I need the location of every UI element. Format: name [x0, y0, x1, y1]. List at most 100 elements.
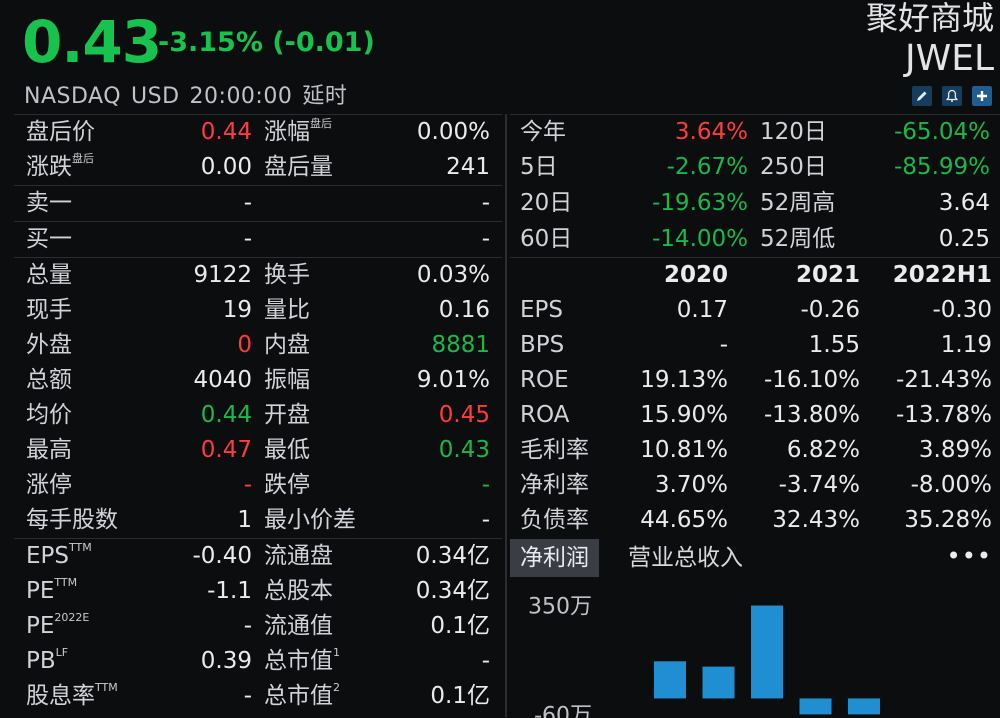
label-volume-ratio: 量比	[264, 297, 310, 323]
row-avg-price: 均价 0.44 开盘 0.45	[14, 398, 502, 433]
add-icon[interactable]	[972, 86, 992, 106]
panel-divider	[505, 114, 507, 717]
row-after-hours-price: 盘后价 0.44 涨幅盘后 0.00%	[14, 115, 502, 150]
value-turnover: 0.03%	[416, 262, 490, 288]
fin-label: 毛利率	[520, 437, 589, 463]
fin-row-debt-ratio: 负债率 44.65% 32.43% 35.28%	[510, 503, 1000, 538]
value-lot-size: 1	[237, 507, 252, 533]
fin-value: 44.65%	[640, 507, 728, 533]
chart-bar	[751, 605, 783, 699]
value-volume: 9122	[193, 262, 252, 288]
label-high: 最高	[26, 437, 72, 463]
label-after-hours-change-pct: 涨幅盘后	[264, 117, 332, 145]
label-limit-down: 跌停	[264, 472, 310, 498]
fin-value: 35.28%	[904, 507, 992, 533]
fin-value: 3.70%	[654, 472, 728, 498]
perf-row-60d: 60日 -14.00% 52周低 0.25	[510, 222, 1000, 258]
value-after-hours-change: 0.00	[200, 154, 252, 180]
fin-header-row: 2020 2021 2022H1	[510, 258, 1000, 293]
label-after-hours-change: 涨跌盘后	[26, 152, 94, 180]
value-volume-ratio: 0.16	[438, 297, 490, 323]
edit-icon[interactable]	[912, 86, 932, 106]
chart-bar	[702, 666, 735, 699]
fin-value: -0.26	[800, 297, 860, 323]
label-ytd: 今年	[520, 119, 566, 145]
chart-bar	[654, 661, 686, 699]
row-amount: 总额 4040 振幅 9.01%	[14, 363, 502, 398]
value-inner-volume: 8881	[431, 332, 490, 358]
label-pe-ttm: PETTM	[26, 576, 78, 604]
fin-value: -0.30	[932, 297, 992, 323]
row-volume: 总量 9122 换手 0.03%	[14, 258, 502, 293]
label-60d: 60日	[520, 226, 573, 252]
value-last-size: 19	[222, 297, 252, 323]
value-after-hours-price: 0.44	[200, 119, 252, 145]
currency-label: USD	[131, 84, 180, 109]
fin-row-roe: ROE 19.13% -16.10% -21.43%	[510, 363, 1000, 398]
row-pe-2022e: PE2022E - 流通值 0.1亿	[14, 609, 502, 644]
fin-value: 6.82%	[786, 437, 860, 463]
label-market-cap-1: 总市值1	[264, 646, 340, 674]
row-last-size: 现手 19 量比 0.16	[14, 293, 502, 328]
label-ask-1: 卖一	[26, 190, 72, 216]
quote-detail-panel: 盘后价 0.44 涨幅盘后 0.00% 涨跌盘后 0.00 盘后量 241 卖一…	[14, 114, 502, 718]
label-pb-lf: PBLF	[26, 646, 69, 674]
row-dividend-yield: 股息率TTM - 总市值2 0.1亿	[14, 679, 502, 714]
chart-bar	[799, 698, 832, 715]
performance-financials-panel: 今年 3.64% 120日 -65.04% 5日 -2.67% 250日 -85…	[510, 114, 1000, 718]
fin-value: -13.78%	[896, 402, 992, 428]
tab-total-revenue[interactable]: 营业总收入	[628, 545, 743, 571]
chart-bar	[848, 698, 880, 715]
quote-time: 20:00:00	[189, 84, 293, 109]
row-eps-ttm: EPSTTM -0.40 流通盘 0.34亿	[14, 539, 502, 574]
value-ytd: 3.64%	[674, 119, 748, 145]
label-20d: 20日	[520, 190, 573, 216]
exchange-label: NASDAQ	[24, 84, 122, 109]
fin-value: 15.90%	[640, 402, 728, 428]
fin-label: 净利率	[520, 472, 589, 498]
value-outer-volume: 0	[237, 332, 252, 358]
value-low: 0.43	[438, 437, 490, 463]
label-float-cap: 流通值	[264, 613, 333, 639]
fin-value: 19.13%	[640, 367, 728, 393]
value-market-cap-1: -	[481, 648, 490, 674]
fin-row-roa: ROA 15.90% -13.80% -13.78%	[510, 398, 1000, 433]
label-float-shares: 流通盘	[264, 543, 333, 569]
fin-label: ROE	[520, 367, 569, 393]
value-ask-1-price: -	[243, 190, 252, 216]
value-amplitude: 9.01%	[416, 367, 490, 393]
alert-bell-icon[interactable]	[942, 86, 962, 106]
fin-header-2022h1: 2022H1	[892, 262, 992, 288]
net-profit-chart: 350万 -60万	[528, 595, 880, 718]
fin-value: -13.80%	[764, 402, 860, 428]
value-amount: 4040	[193, 367, 252, 393]
value-market-cap-2: 0.1亿	[430, 683, 490, 709]
row-bid-1: 买一 - -	[14, 222, 502, 258]
fin-value: -8.00%	[910, 472, 992, 498]
label-pe-2022e: PE2022E	[26, 611, 90, 639]
fin-row-gross-margin: 毛利率 10.81% 6.82% 3.89%	[510, 433, 1000, 468]
fin-row-eps: EPS 0.17 -0.26 -0.30	[510, 293, 1000, 328]
value-eps-ttm: -0.40	[192, 543, 252, 569]
value-20d: -19.63%	[652, 190, 748, 216]
value-250d: -85.99%	[894, 154, 990, 180]
row-pb-lf: PBLF 0.39 总市值1 -	[14, 644, 502, 679]
chart-tabs: 净利润 营业总收入 •••	[510, 539, 1000, 577]
y-tick-label: 350万	[528, 595, 592, 620]
label-dividend-yield-ttm: 股息率TTM	[26, 681, 118, 709]
label-tick-size: 最小价差	[264, 507, 356, 533]
value-52w-low: 0.25	[938, 226, 990, 252]
fin-value: 1.19	[940, 332, 992, 358]
label-5d: 5日	[520, 154, 558, 180]
value-after-hours-change-pct: 0.00%	[416, 119, 490, 145]
label-low: 最低	[264, 437, 310, 463]
fin-value: -21.43%	[896, 367, 992, 393]
label-amplitude: 振幅	[264, 367, 310, 393]
tab-net-profit[interactable]: 净利润	[510, 539, 599, 577]
value-ask-1-size: -	[481, 190, 490, 216]
value-bid-1-size: -	[481, 226, 490, 252]
more-options-icon[interactable]: •••	[946, 542, 992, 570]
label-turnover: 换手	[264, 262, 310, 288]
fin-label: 负债率	[520, 507, 589, 533]
label-outer-volume: 外盘	[26, 332, 72, 358]
